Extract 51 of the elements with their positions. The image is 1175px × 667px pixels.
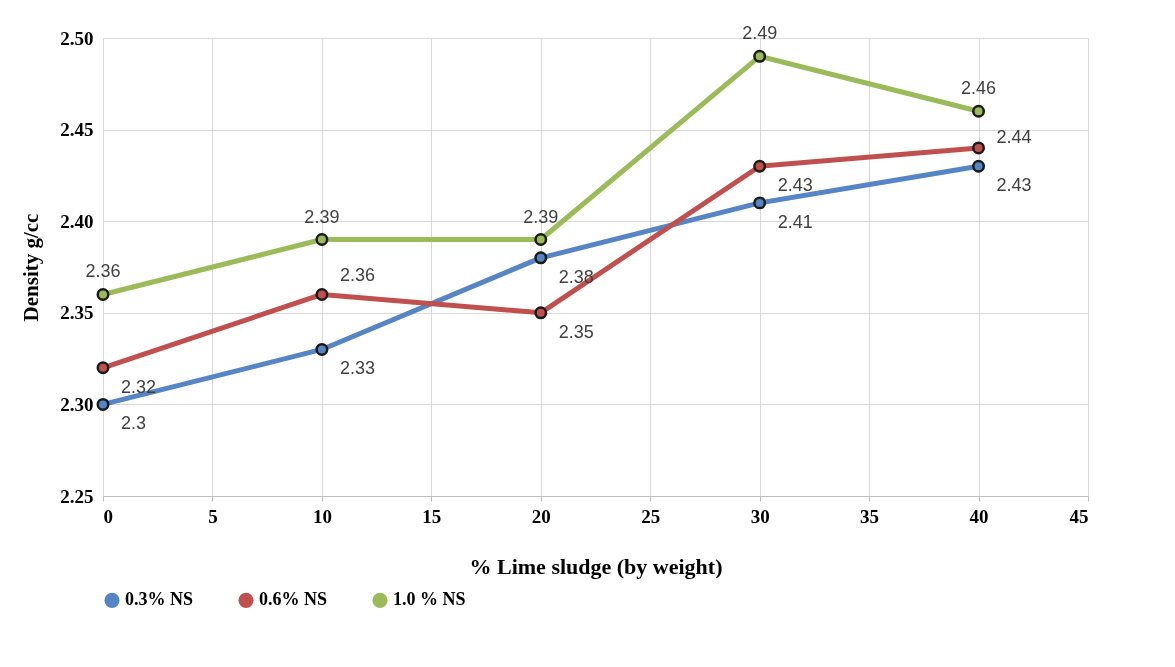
data-label: 2.39 xyxy=(523,206,559,227)
legend-label: 1.0 % NS xyxy=(393,589,466,610)
point xyxy=(972,104,986,118)
y-tick-label: 2.45 xyxy=(60,119,94,141)
x-tick-label: 25 xyxy=(641,505,661,527)
data-label: 2.44 xyxy=(996,126,1032,147)
point xyxy=(315,288,329,301)
point xyxy=(753,159,767,173)
point xyxy=(972,141,986,155)
x-tick-label: 15 xyxy=(422,505,442,527)
point xyxy=(96,397,110,411)
x-axis-title: % Lime sludge (by weight) xyxy=(469,553,723,579)
point xyxy=(753,196,767,210)
point xyxy=(534,233,548,246)
point xyxy=(315,342,329,356)
point xyxy=(972,159,986,173)
x-tick-label: 45 xyxy=(1069,505,1089,527)
y-axis-title: Density g/cc xyxy=(19,213,44,322)
data-label: 2.36 xyxy=(85,261,121,282)
data-label: 2.33 xyxy=(339,358,375,379)
legend-label: 0.3% NS xyxy=(125,589,194,610)
x-tick-label: 30 xyxy=(750,505,770,527)
point xyxy=(96,361,110,375)
point xyxy=(96,288,110,301)
data-label: 2.36 xyxy=(339,265,375,286)
y-tick-label: 2.30 xyxy=(60,393,94,415)
x-tick-label: 0 xyxy=(103,505,113,527)
point xyxy=(534,306,548,320)
y-tick-label: 2.25 xyxy=(60,485,94,507)
data-label: 2.43 xyxy=(996,175,1032,196)
data-label: 2.39 xyxy=(304,206,340,227)
data-label: 2.43 xyxy=(777,175,813,196)
legend-label: 0.6% NS xyxy=(259,589,328,610)
data-label: 2.32 xyxy=(121,376,157,397)
x-tick-label: 10 xyxy=(312,505,332,527)
data-label: 2.3 xyxy=(121,413,147,434)
point xyxy=(753,49,767,63)
point xyxy=(315,233,329,246)
x-tick-label: 35 xyxy=(860,505,880,527)
y-tick-label: 2.40 xyxy=(60,210,94,232)
x-tick-label: 20 xyxy=(531,505,551,527)
y-tick-label: 2.35 xyxy=(60,302,94,324)
data-label: 2.46 xyxy=(961,78,997,99)
data-label: 2.35 xyxy=(558,321,594,342)
data-label: 2.49 xyxy=(742,23,778,44)
point xyxy=(534,251,548,265)
data-label: 2.41 xyxy=(777,211,813,232)
x-tick-label: 5 xyxy=(208,505,218,527)
y-tick-label: 2.50 xyxy=(60,27,94,49)
data-label: 2.38 xyxy=(558,266,594,287)
x-tick-label: 40 xyxy=(969,505,989,527)
